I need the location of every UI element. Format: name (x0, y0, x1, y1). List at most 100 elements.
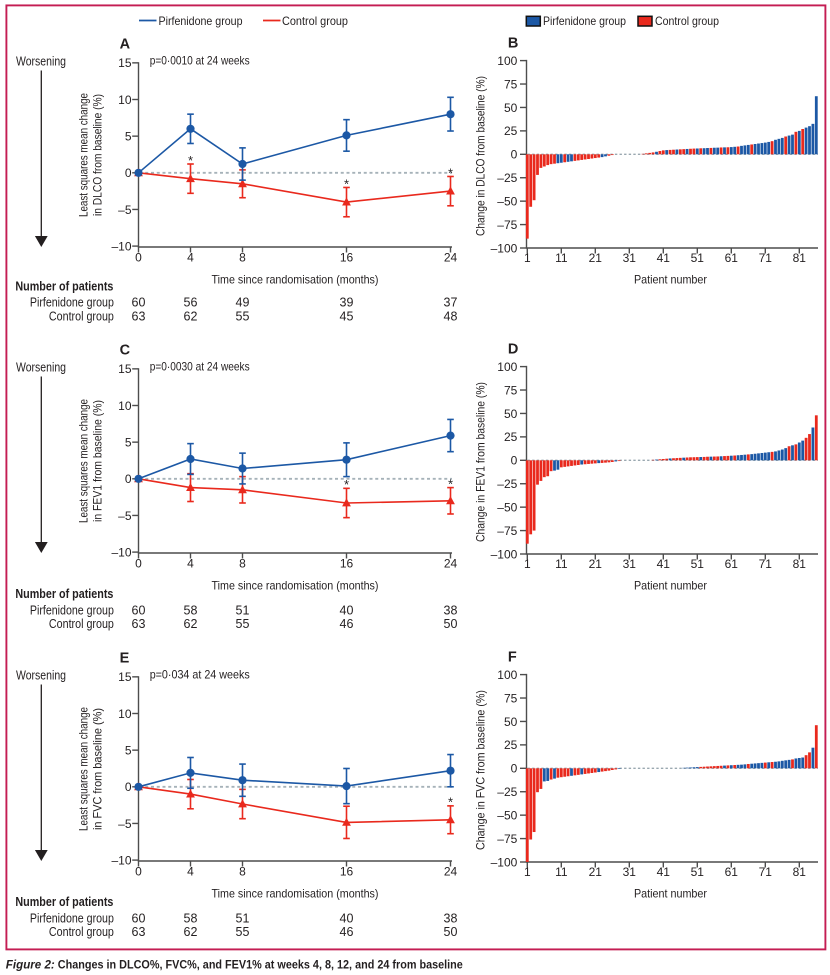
svg-text:60: 60 (132, 911, 146, 925)
svg-text:*: * (344, 477, 349, 492)
svg-text:61: 61 (725, 557, 739, 571)
svg-text:15: 15 (118, 670, 132, 684)
svg-text:*: * (448, 795, 453, 810)
svg-text:75: 75 (504, 77, 518, 91)
svg-text:–75: –75 (497, 832, 517, 846)
svg-text:0: 0 (125, 780, 132, 794)
svg-text:p=0·034 at 24 weeks: p=0·034 at 24 weeks (150, 667, 250, 681)
svg-text:24: 24 (444, 251, 458, 265)
svg-text:in FEV1 from baseline (%): in FEV1 from baseline (%) (91, 400, 105, 522)
svg-text:0: 0 (125, 166, 132, 180)
svg-text:–25: –25 (497, 171, 517, 185)
svg-text:8: 8 (239, 865, 246, 879)
svg-text:55: 55 (236, 925, 250, 939)
svg-text:81: 81 (793, 251, 807, 265)
svg-text:51: 51 (691, 251, 705, 265)
svg-text:49: 49 (236, 296, 250, 310)
svg-text:51: 51 (236, 911, 250, 925)
svg-text:–100: –100 (491, 855, 518, 869)
svg-text:61: 61 (725, 865, 739, 879)
svg-text:62: 62 (184, 925, 198, 939)
svg-text:C: C (120, 343, 131, 359)
svg-text:D: D (508, 342, 518, 358)
svg-text:56: 56 (184, 296, 198, 310)
svg-text:51: 51 (691, 865, 705, 879)
svg-text:11: 11 (555, 251, 568, 265)
svg-text:45: 45 (340, 310, 354, 324)
svg-text:11: 11 (555, 557, 568, 571)
svg-text:100: 100 (497, 54, 517, 68)
svg-text:8: 8 (239, 251, 246, 265)
svg-text:51: 51 (236, 603, 250, 617)
svg-text:58: 58 (184, 911, 198, 925)
svg-text:10: 10 (118, 93, 132, 107)
svg-text:15: 15 (118, 56, 132, 70)
svg-text:100: 100 (497, 360, 517, 374)
svg-text:0: 0 (511, 762, 518, 776)
svg-text:Change in FVC from baseline (%: Change in FVC from baseline (%) (474, 690, 488, 850)
svg-text:5: 5 (125, 435, 132, 449)
svg-text:11: 11 (555, 865, 568, 879)
svg-text:Control group: Control group (655, 14, 719, 28)
svg-text:5: 5 (125, 743, 132, 757)
svg-text:0: 0 (511, 148, 518, 162)
svg-text:–5: –5 (118, 203, 132, 217)
svg-text:1: 1 (524, 557, 531, 571)
svg-text:81: 81 (793, 865, 807, 879)
svg-text:21: 21 (589, 865, 603, 879)
svg-text:Change in DLCO from baseline (: Change in DLCO from baseline (%) (474, 76, 488, 236)
svg-text:Time since randomisation (mont: Time since randomisation (months) (212, 886, 379, 900)
svg-text:Time since randomisation (mont: Time since randomisation (months) (212, 272, 379, 286)
svg-text:–10: –10 (111, 853, 131, 867)
svg-text:24: 24 (444, 557, 458, 571)
svg-text:1: 1 (524, 251, 531, 265)
svg-text:*: * (344, 176, 349, 191)
svg-text:60: 60 (132, 296, 146, 310)
svg-text:Pirfenidone group: Pirfenidone group (543, 14, 626, 28)
svg-text:Worsening: Worsening (16, 669, 66, 683)
svg-text:38: 38 (444, 603, 458, 617)
svg-text:25: 25 (504, 124, 518, 138)
svg-text:Control group: Control group (49, 925, 114, 939)
svg-text:Change in FEV1 from baseline (: Change in FEV1 from baseline (%) (474, 382, 488, 542)
svg-text:71: 71 (759, 557, 773, 571)
svg-text:21: 21 (589, 557, 603, 571)
svg-text:50: 50 (504, 101, 518, 115)
svg-text:Least squares mean change: Least squares mean change (77, 399, 91, 523)
svg-text:62: 62 (184, 617, 198, 631)
svg-text:50: 50 (444, 925, 458, 939)
svg-text:63: 63 (132, 617, 146, 631)
svg-text:10: 10 (118, 399, 132, 413)
svg-text:–10: –10 (111, 239, 131, 253)
svg-text:41: 41 (657, 557, 671, 571)
svg-text:100: 100 (497, 668, 517, 682)
svg-text:40: 40 (340, 911, 354, 925)
svg-text:75: 75 (504, 383, 518, 397)
svg-text:0: 0 (135, 865, 142, 879)
svg-text:31: 31 (623, 251, 637, 265)
svg-text:24: 24 (444, 865, 458, 879)
svg-text:–50: –50 (497, 195, 517, 209)
svg-text:–10: –10 (111, 545, 131, 559)
svg-text:8: 8 (239, 557, 246, 571)
svg-text:–25: –25 (497, 785, 517, 799)
svg-text:1: 1 (524, 865, 531, 879)
svg-text:15: 15 (118, 362, 132, 376)
svg-text:16: 16 (340, 557, 354, 571)
svg-text:E: E (120, 651, 130, 667)
svg-text:41: 41 (657, 251, 671, 265)
svg-text:31: 31 (623, 557, 637, 571)
svg-text:A: A (120, 37, 131, 53)
svg-text:–100: –100 (491, 241, 518, 255)
svg-text:25: 25 (504, 738, 518, 752)
svg-text:Pirfenidone group: Pirfenidone group (159, 14, 243, 28)
svg-text:4: 4 (187, 865, 194, 879)
svg-text:25: 25 (504, 430, 518, 444)
svg-text:31: 31 (623, 865, 637, 879)
svg-text:*: * (448, 165, 453, 180)
svg-text:–5: –5 (118, 817, 132, 831)
svg-text:63: 63 (132, 310, 146, 324)
svg-text:Patient number: Patient number (634, 273, 707, 287)
svg-text:0: 0 (135, 251, 142, 265)
svg-text:Pirfenidone group: Pirfenidone group (30, 296, 114, 310)
